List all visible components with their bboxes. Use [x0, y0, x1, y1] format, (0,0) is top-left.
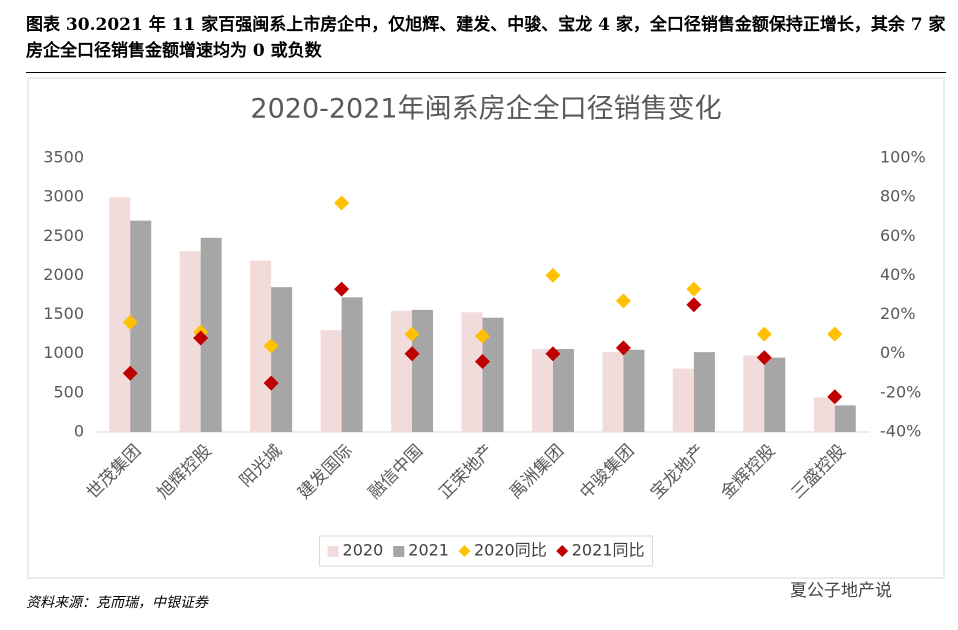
legend-swatch — [393, 546, 405, 557]
diamond-marker — [686, 281, 702, 297]
legend-swatch — [327, 546, 339, 557]
bar — [109, 197, 131, 432]
bar — [552, 349, 574, 432]
bar — [743, 355, 765, 432]
y-tick-label: 3000 — [43, 187, 84, 206]
y2-tick-label: 80% — [880, 187, 916, 206]
bar — [623, 349, 645, 432]
diamond-marker — [756, 350, 772, 366]
y2-tick-label: 20% — [880, 304, 916, 323]
y-tick-label: 2000 — [43, 265, 84, 284]
y-tick-label: 3500 — [43, 148, 84, 167]
diamond-marker — [827, 389, 843, 405]
diamond-marker — [193, 330, 209, 346]
bar — [341, 297, 363, 432]
legend-frame — [319, 535, 653, 567]
diamond-marker — [756, 326, 772, 342]
diamond-marker — [263, 338, 279, 354]
legend: 2020 2021 2020同比 2021同比 — [319, 535, 653, 567]
legend-label: 2021同比 — [572, 541, 645, 560]
bar — [271, 287, 293, 432]
bar — [531, 349, 553, 432]
diamond-marker — [475, 328, 490, 344]
diamond-marker — [263, 375, 279, 391]
diamond-marker — [404, 346, 420, 362]
bar — [320, 330, 342, 432]
caption-rule — [26, 72, 946, 73]
bar — [672, 368, 694, 432]
bar — [130, 220, 152, 432]
source-note: 资料来源：克而瑞，中银证券 — [26, 595, 208, 611]
bar — [834, 405, 856, 432]
diamond-marker — [545, 267, 561, 283]
diamond-marker — [686, 297, 702, 313]
figure-caption: 图表 30.2021 年 11 家百强闽系上市房企中，仅旭辉、建发、中骏、宝龙 … — [26, 15, 946, 61]
legend-label: 2021 — [408, 541, 449, 560]
y2-tick-label: 60% — [880, 226, 916, 245]
diamond-marker — [545, 346, 561, 362]
y-tick-label: 2500 — [43, 226, 84, 245]
bar — [179, 251, 201, 432]
y2-tick-label: -20% — [880, 382, 921, 401]
diamond-marker — [404, 326, 420, 342]
diamond-marker — [615, 340, 631, 356]
bar — [250, 260, 272, 432]
watermark: 夏公子地产说 — [790, 581, 892, 601]
bar — [412, 309, 434, 432]
y2-tick-label: 0% — [880, 343, 905, 362]
bar — [482, 317, 504, 432]
legend-label: 2020 — [343, 541, 384, 560]
bar — [461, 312, 483, 432]
diamond-marker — [122, 314, 138, 330]
bar — [764, 357, 786, 432]
y-tick-label: 500 — [53, 382, 84, 401]
bar — [813, 397, 835, 432]
y-tick-label: 0 — [74, 422, 84, 441]
diamond-marker — [122, 365, 138, 381]
bar — [693, 352, 715, 432]
bar — [602, 352, 624, 432]
y-tick-label: 1500 — [43, 304, 84, 323]
y-tick-label: 1000 — [43, 343, 84, 362]
diamond-marker — [334, 195, 350, 211]
bar — [200, 237, 222, 432]
diamond-marker — [827, 326, 843, 342]
y2-tick-label: 100% — [880, 148, 926, 167]
diamond-marker — [475, 354, 490, 370]
diamond-marker — [615, 293, 631, 309]
diamond-marker — [334, 281, 350, 297]
y2-tick-label: 40% — [880, 265, 916, 284]
chart-title: 2020-2021年闽系房企全口径销售变化 — [250, 94, 721, 125]
legend-swatch — [556, 545, 569, 557]
y2-tick-label: -40% — [880, 422, 921, 441]
bar — [391, 310, 413, 432]
legend-swatch — [458, 545, 471, 557]
legend-label: 2020同比 — [474, 541, 547, 560]
